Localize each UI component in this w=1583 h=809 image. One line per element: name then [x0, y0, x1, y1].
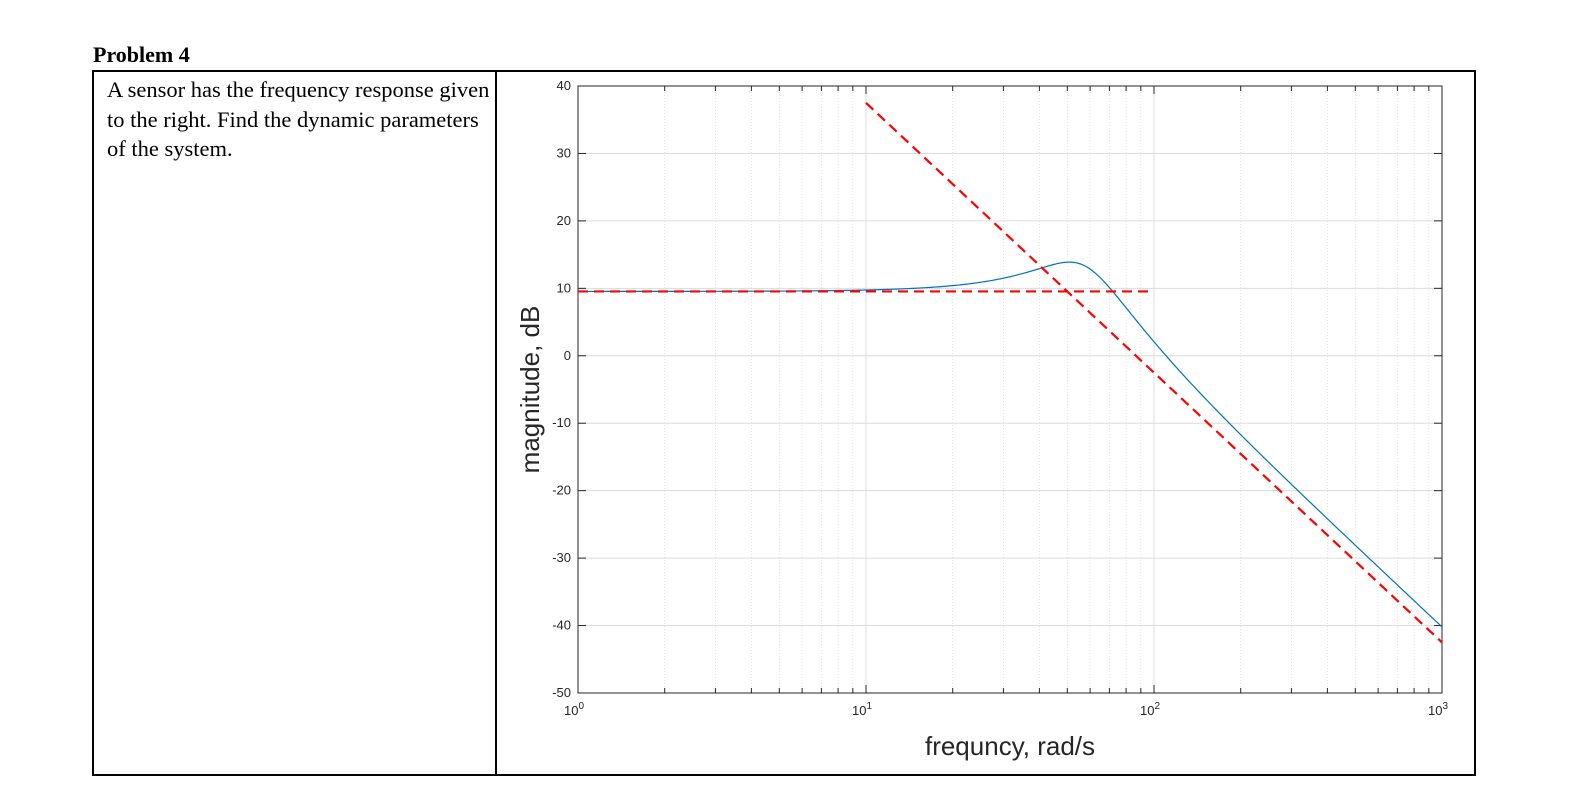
x-tick-label: 102 [1140, 701, 1160, 718]
problem-statement-cell: A sensor has the frequency response give… [94, 72, 497, 774]
problem-statement: A sensor has the frequency response give… [107, 77, 490, 161]
plot-area [578, 86, 1442, 693]
figure-cell: 40 30 20 10 0 -10 -20 -30 -40 -50 100 101 102 103 freq… [497, 72, 1474, 774]
y-tick-label: -40 [552, 618, 571, 633]
minor-grid [664, 86, 1430, 693]
problem-title: Problem 4 [93, 42, 190, 67]
y-tick-label: -50 [552, 685, 571, 700]
x-axis-label: frequncy, rad/s [925, 731, 1095, 761]
y-tick-label: 40 [557, 78, 571, 93]
y-tick-label: 10 [557, 280, 571, 295]
x-tick-label: 103 [1428, 701, 1448, 718]
high-frequency-asymptote-line [865, 102, 1443, 644]
y-axis-label: magnitude, dB [515, 306, 545, 474]
y-tick-label: 20 [557, 213, 571, 228]
y-tick-label: 30 [557, 145, 571, 160]
axis-ticks [577, 85, 1443, 694]
y-tick-label: -10 [552, 415, 571, 430]
x-tick-label: 101 [852, 701, 872, 718]
y-tick-label: -20 [552, 483, 571, 498]
y-tick-label: 0 [564, 348, 571, 363]
axes-box [577, 85, 1443, 694]
y-tick-label: -30 [552, 550, 571, 565]
x-tick-label: 100 [564, 701, 584, 718]
problem-table: A sensor has the frequency response give… [92, 70, 1476, 776]
